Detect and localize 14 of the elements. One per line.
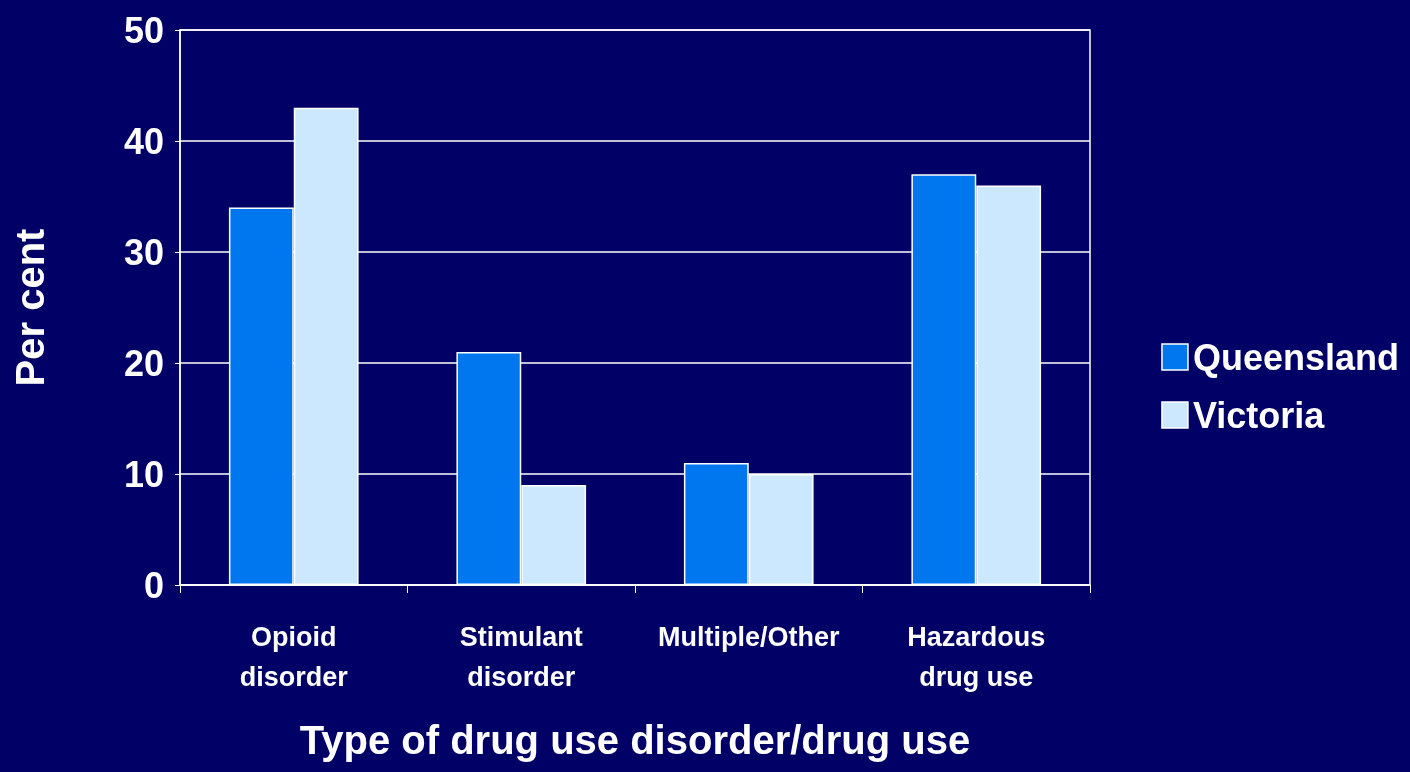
x-tick-label: Opioid disorder [239, 622, 349, 692]
legend-label: Queensland [1192, 336, 1400, 378]
y-tick-label: 0 [143, 564, 164, 606]
x-tick-label: Multiple/Other [658, 622, 840, 652]
y-tick-label: 50 [123, 9, 164, 51]
x-tick-label: Stimulant disorder [459, 622, 583, 692]
legend-label: Victoria [1192, 394, 1326, 436]
y-tick-label: 30 [123, 231, 164, 273]
y-tick-label: 20 [123, 342, 164, 384]
y-tick-label: 40 [123, 120, 164, 162]
y-tick-label: 10 [123, 453, 164, 495]
y-axis-title: Per cent [8, 228, 52, 387]
x-tick-label: Hazardous drug use [907, 622, 1046, 692]
x-axis-title: Type of drug use disorder/drug use [299, 718, 971, 762]
